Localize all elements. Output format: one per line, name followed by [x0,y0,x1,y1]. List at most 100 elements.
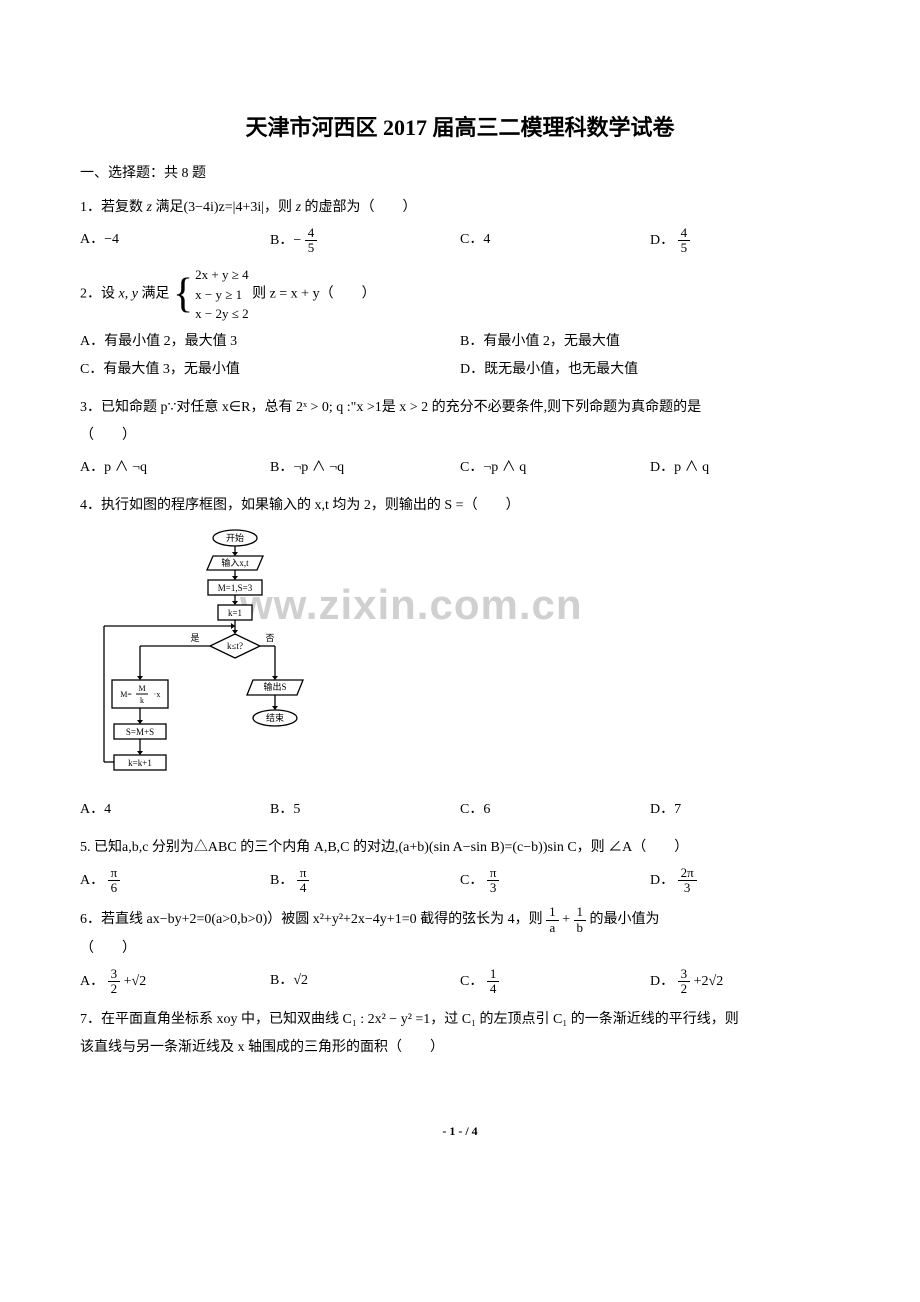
q1-d-prefix: D． [650,233,674,248]
q6-paren: （ ） [80,935,840,963]
fc-ms-init: M=1,S=3 [218,583,253,593]
q5-d-num: 2π [678,866,697,881]
q1-var-z2: z [296,200,301,215]
fc-m-num: M [138,684,145,693]
q5-option-c: C． π3 [460,866,650,896]
q3-stem: 3．已知命题 p∵对任意 x∈R，总有 2ˣ > 0; q :"x >1是 x … [80,394,840,422]
page-title: 天津市河西区 2017 届高三二模理科数学试卷 [80,110,840,145]
q3-option-a: A．p ∧ ¬q [80,454,270,482]
fc-input: 输入x,t [221,557,249,568]
q5-option-d: D． 2π3 [650,866,840,896]
q2-option-b: B．有最小值 2，无最大值 [460,328,840,356]
q4-option-d: D．7 [650,796,840,824]
fc-m-suffix: ·x [154,690,161,699]
q6-stem-prefix: 6．若直线 ax−by+2=0(a>0,b>0)）被圆 x²+y²+2x−4y+… [80,912,543,927]
q6-option-d: D． 32 +2√2 [650,967,840,997]
q3-option-d: D．p ∧ q [650,454,840,482]
q6-a-suffix: +√2 [124,974,147,989]
q6-plus: + [562,912,570,927]
question-2: 2．设 x, y 满足 { 2x + y ≥ 4 x − y ≥ 1 x − 2… [80,265,840,384]
q5-a-num: π [108,866,121,881]
q6-option-c: C． 14 [460,967,650,997]
q1-stem-suffix: 的虚部为（ ） [305,200,417,215]
q6-f2-den: b [574,921,587,935]
fc-no: 否 [265,633,274,643]
q6-a-prefix: A． [80,974,104,989]
q6-option-a: A． 32 +√2 [80,967,270,997]
q2-vars: x, y [119,287,138,302]
q5-b-prefix: B． [270,873,293,888]
question-3: 3．已知命题 p∵对任意 x∈R，总有 2ˣ > 0; q :"x >1是 x … [80,394,840,482]
question-5: 5. 已知a,b,c 分别为△ABC 的三个内角 A,B,C 的对边,(a+b)… [80,834,840,896]
q2-stem-prefix: 2．设 [80,287,115,302]
q2-stem-mid: 满足 [141,287,169,302]
q5-a-prefix: A． [80,873,104,888]
q1-stem-mid: 满足(3−4i)z=|4+3i|，则 [155,200,292,215]
left-brace-icon: { [173,276,193,314]
q1-option-b: B．− 45 [270,226,460,256]
q3-option-b: B．¬p ∧ ¬q [270,454,460,482]
q2-option-d: D．既无最小值，也无最大值 [460,356,840,384]
q2-option-a: A．有最小值 2，最大值 3 [80,328,460,356]
q7-line2: 该直线与另一条渐近线及 x 轴围成的三角形的面积（ ） [80,1034,840,1062]
q6-c-den: 4 [487,982,500,996]
q5-c-num: π [487,866,500,881]
q6-f1-den: a [546,921,559,935]
q2-cond-2: x − y ≥ 1 [195,285,248,305]
fc-k-init: k=1 [228,608,242,618]
page-number: - 1 - / 4 [80,1122,840,1141]
q6-c-prefix: C． [460,974,483,989]
q6-d-suffix: +2√2 [694,974,724,989]
q4-option-b: B．5 [270,796,460,824]
q7-stem: 7．在平面直角坐标系 xoy 中，已知双曲线 C₁ : 2x² − y² =1，… [80,1006,840,1034]
q6-c-num: 1 [487,967,500,982]
q4-option-a: A．4 [80,796,270,824]
q3-paren: （ ） [80,422,840,450]
q4-stem: 4．执行如图的程序框图，如果输入的 x,t 均为 2，则输出的 S =（ ） [80,492,840,520]
question-1: 1．若复数 z 满足(3−4i)z=|4+3i|，则 z 的虚部为（ ） A．−… [80,194,840,256]
fc-end: 结束 [266,712,284,723]
section-header: 一、选择题：共 8 题 [80,163,840,185]
fc-m-den: k [140,696,144,705]
q5-d-prefix: D． [650,873,674,888]
q5-c-den: 3 [487,881,500,895]
q1-option-a: A．−4 [80,226,270,256]
q1-b-num: 4 [305,226,318,241]
q1-d-den: 5 [678,241,691,255]
q4-option-c: C．6 [460,796,650,824]
q6-d-num: 3 [678,967,691,982]
q1-stem-prefix: 1．若复数 [80,200,143,215]
q5-d-den: 3 [678,881,697,895]
q2-stem-suffix: 则 z = x + y（ ） [252,287,376,302]
q5-stem: 5. 已知a,b,c 分别为△ABC 的三个内角 A,B,C 的对边,(a+b)… [80,834,840,862]
q6-option-b: B．√2 [270,967,460,997]
q6-d-prefix: D． [650,974,674,989]
q2-cond-1: 2x + y ≥ 4 [195,265,248,285]
q1-var-z: z [147,200,152,215]
q6-a-den: 2 [108,982,121,996]
fc-k-upd: k=k+1 [128,758,152,768]
fc-yes: 是 [190,633,199,643]
q6-a-num: 3 [108,967,121,982]
q1-d-num: 4 [678,226,691,241]
fc-s-upd: S=M+S [126,727,154,737]
fc-m-prefix: M= [120,690,132,699]
q2-option-c: C．有最大值 3，无最小值 [80,356,460,384]
question-4: 4．执行如图的程序框图，如果输入的 x,t 均为 2，则输出的 S =（ ） w… [80,492,840,824]
q1-option-d: D． 45 [650,226,840,256]
q5-b-num: π [297,866,310,881]
q3-option-c: C．¬p ∧ q [460,454,650,482]
q6-d-den: 2 [678,982,691,996]
q1-b-prefix: B．− [270,233,301,248]
flowchart-diagram: 开始 输入x,t M=1,S=3 k=1 [100,528,310,788]
q5-option-a: A． π6 [80,866,270,896]
fc-start: 开始 [226,532,244,543]
fc-cond: k≤t? [227,641,243,651]
q5-b-den: 4 [297,881,310,895]
q5-option-b: B． π4 [270,866,460,896]
q5-c-prefix: C． [460,873,483,888]
q5-a-den: 6 [108,881,121,895]
q6-stem-suffix: 的最小值为 [590,912,660,927]
question-7: 7．在平面直角坐标系 xoy 中，已知双曲线 C₁ : 2x² − y² =1，… [80,1006,840,1062]
question-6: 6．若直线 ax−by+2=0(a>0,b>0)）被圆 x²+y²+2x−4y+… [80,905,840,996]
